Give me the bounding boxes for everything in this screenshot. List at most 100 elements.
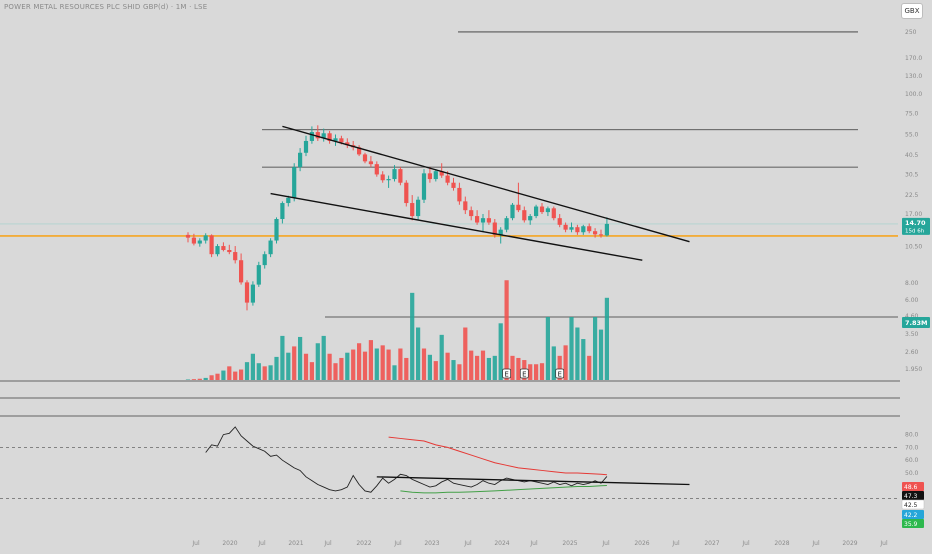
time-axis-label: 2024 bbox=[494, 540, 509, 547]
volume-bar bbox=[185, 379, 191, 380]
countdown-label: 15d 6h bbox=[905, 228, 925, 234]
candle-body bbox=[197, 240, 202, 244]
candle-body bbox=[498, 229, 503, 235]
volume-bar bbox=[292, 346, 297, 380]
volume-bar bbox=[298, 336, 303, 380]
candle-body bbox=[545, 208, 550, 213]
osc-value-label: 48.6 bbox=[904, 484, 918, 491]
time-axis-label: Jul bbox=[529, 540, 538, 547]
volume-bar bbox=[268, 365, 273, 380]
time-axis-label: Jul bbox=[191, 540, 200, 547]
candle-body bbox=[215, 246, 220, 255]
price-axis-tick: 17.00 bbox=[905, 211, 922, 218]
price-axis-tick: 8.00 bbox=[905, 280, 919, 287]
candle-body bbox=[280, 203, 285, 220]
earnings-marker[interactable] bbox=[502, 368, 511, 379]
volume-bar bbox=[539, 363, 545, 380]
candle-body bbox=[534, 206, 539, 217]
oscillator-trendline[interactable] bbox=[376, 476, 690, 486]
price-axis-tick: 4.60 bbox=[905, 313, 919, 320]
volume-bar bbox=[327, 353, 332, 380]
price-axis-tick: 55.0 bbox=[905, 132, 919, 139]
candle-body bbox=[221, 246, 226, 250]
candle-body bbox=[457, 187, 462, 202]
volume-bar bbox=[362, 351, 368, 380]
candle-body bbox=[433, 171, 438, 180]
price-axis-tick: 1.950 bbox=[905, 366, 922, 373]
volume-bar bbox=[427, 354, 432, 380]
volume-bar bbox=[510, 355, 515, 380]
price-axis-tick: 130.0 bbox=[905, 73, 922, 80]
volume-bar bbox=[256, 363, 261, 380]
volume-bar bbox=[575, 327, 580, 380]
volume-bar bbox=[421, 348, 427, 380]
price-trendline[interactable] bbox=[270, 192, 643, 261]
price-axis-tick: 170.0 bbox=[905, 55, 922, 62]
time-axis-label: 2026 bbox=[634, 540, 649, 547]
candle-body bbox=[539, 206, 545, 213]
earnings-marker[interactable] bbox=[519, 368, 529, 379]
osc-value-badge bbox=[902, 519, 924, 528]
volume-bar bbox=[433, 361, 438, 380]
volume-bar bbox=[587, 355, 592, 380]
volume-bar bbox=[286, 352, 291, 380]
price-axis-tick: 6.00 bbox=[905, 297, 919, 304]
volume-bar bbox=[209, 375, 214, 380]
osc-value-badge bbox=[902, 491, 924, 500]
time-axis-label: Jul bbox=[463, 540, 472, 547]
rsi-line bbox=[205, 426, 608, 493]
volume-bar bbox=[457, 364, 462, 380]
price-axis-tick: 10.50 bbox=[905, 244, 922, 251]
candle-body bbox=[274, 219, 279, 241]
osc-value-badge bbox=[902, 482, 924, 491]
volume-bar bbox=[498, 323, 503, 380]
volume-bar bbox=[203, 377, 208, 380]
earnings-marker-label: E bbox=[504, 371, 508, 379]
price-axis-tick: 3.50 bbox=[905, 331, 919, 338]
volume-bar bbox=[191, 379, 196, 380]
candle-body bbox=[256, 265, 261, 285]
volume-bar bbox=[469, 350, 474, 380]
osc-value-label: 47.3 bbox=[904, 493, 918, 500]
trendlines-layer bbox=[270, 125, 690, 261]
volume-bar bbox=[315, 343, 320, 380]
volume-bar bbox=[351, 349, 356, 380]
candle-body bbox=[463, 201, 468, 211]
osc-value-badge bbox=[901, 499, 925, 510]
osc-axis-tick: 50.0 bbox=[905, 470, 919, 477]
earnings-marker[interactable] bbox=[555, 368, 565, 379]
candle-body bbox=[239, 260, 244, 283]
candle-body bbox=[551, 208, 556, 219]
currency-button[interactable]: GBX bbox=[901, 3, 923, 19]
candle-body bbox=[244, 282, 250, 303]
volume-bar bbox=[386, 349, 391, 380]
volume-badge bbox=[902, 317, 930, 328]
volume-bar bbox=[593, 317, 598, 380]
volume-bar bbox=[239, 369, 244, 380]
time-axis-label: 2020 bbox=[222, 540, 237, 547]
volume-bar bbox=[398, 348, 403, 380]
price-axis-tick: 100.0 bbox=[905, 91, 922, 98]
candle-body bbox=[321, 133, 326, 139]
volume-bar bbox=[374, 348, 379, 380]
price-axis-tick: 22.5 bbox=[905, 192, 919, 199]
time-axis-label: 2027 bbox=[704, 540, 719, 547]
volume-bar bbox=[274, 356, 279, 380]
candle-body bbox=[439, 171, 444, 176]
price-trendline[interactable] bbox=[282, 125, 690, 243]
osc-value-badge bbox=[902, 510, 924, 519]
time-axis-label: Jul bbox=[601, 540, 610, 547]
time-axis-label: 2021 bbox=[288, 540, 303, 547]
volume-bar bbox=[581, 339, 586, 380]
osc-value-label: 42.5 bbox=[904, 502, 918, 509]
candle-body bbox=[357, 147, 362, 155]
volume-bar bbox=[233, 371, 238, 380]
candle-body bbox=[185, 234, 191, 238]
candle-body bbox=[327, 133, 332, 141]
candle-body bbox=[486, 218, 491, 223]
volume-bar bbox=[569, 317, 574, 380]
price-axis-tick: 75.0 bbox=[905, 110, 919, 117]
